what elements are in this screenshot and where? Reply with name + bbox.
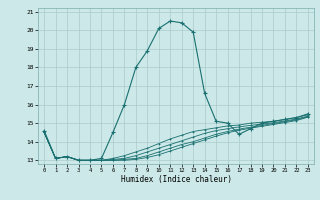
X-axis label: Humidex (Indice chaleur): Humidex (Indice chaleur) bbox=[121, 175, 231, 184]
